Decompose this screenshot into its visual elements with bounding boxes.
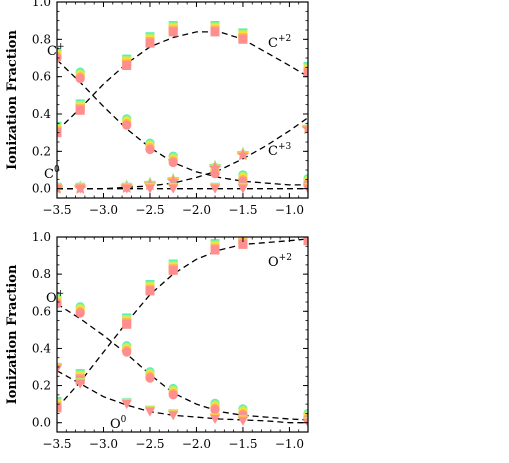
- marker-circle-5: [210, 405, 220, 415]
- species-base: O: [46, 291, 57, 306]
- marker-triangle-4: [168, 411, 179, 421]
- x-tick-label: −3.5: [42, 203, 71, 217]
- species-charge: 0: [54, 165, 60, 175]
- marker-star-5: [208, 161, 222, 174]
- x-tick-label: −1.5: [228, 203, 257, 217]
- model-curve-2: [57, 370, 308, 424]
- marker-triangle-5: [210, 415, 221, 424]
- marker-circle-1: [75, 73, 85, 84]
- x-tick-label: −1.5: [228, 437, 257, 451]
- species-label: O0: [110, 415, 127, 432]
- species-label: C+2: [268, 34, 291, 51]
- x-tick-label: −3.0: [89, 203, 118, 217]
- species-base: C: [47, 44, 57, 59]
- marker-triangle-1: [75, 184, 86, 194]
- marker-triangle-6: [237, 184, 248, 194]
- x-tick-label: −2.0: [182, 203, 211, 217]
- marker-triangle-3: [144, 407, 155, 417]
- marker-square-7: [303, 68, 308, 78]
- x-tick-label: −3.5: [42, 437, 71, 451]
- marker-square-5: [210, 245, 220, 255]
- marker-square-2: [122, 319, 132, 329]
- x-tick-label: −1.0: [275, 437, 304, 451]
- species-charge: +2: [278, 34, 291, 44]
- species-base: O: [110, 417, 121, 432]
- marker-square-7: [303, 237, 308, 246]
- species-charge: +2: [279, 253, 292, 263]
- axes-frame: [56, 1, 309, 199]
- top-panel-carbon: −3.5 −3.0 −2.5 −2.0 −1.5 −1.0 0.0 0.2 0.4 0.6 0.8 1…: [5, 0, 309, 217]
- y-tick-label: 0.4: [32, 107, 51, 121]
- species-base: C: [268, 144, 278, 159]
- marker-circle-3: [145, 373, 155, 383]
- y-axis-label: Ionization Fraction: [5, 264, 20, 404]
- plot-area: [57, 21, 308, 194]
- marker-circle-2: [122, 120, 132, 130]
- marker-square-4: [168, 265, 178, 275]
- y-tick-label: 0.0: [32, 416, 51, 430]
- species-charge: +: [57, 42, 65, 52]
- y-tick-label: 0.2: [32, 379, 51, 393]
- marker-triangle-5: [210, 184, 221, 194]
- marker-circle-4: [168, 390, 178, 400]
- marker-circle-2: [122, 347, 132, 357]
- species-label: C+: [47, 42, 65, 59]
- species-label: C+3: [268, 142, 291, 159]
- species-base: C: [44, 167, 54, 182]
- y-tick-label: 0.4: [32, 341, 51, 355]
- model-curve-0: [57, 59, 308, 186]
- marker-circle-4: [168, 157, 178, 168]
- species-base: C: [268, 36, 278, 51]
- model-curve-0: [57, 303, 308, 421]
- model-curve-2: [57, 117, 308, 190]
- marker-circle-1: [75, 308, 85, 318]
- marker-square-0: [57, 403, 62, 413]
- x-tick-label: −2.5: [135, 203, 164, 217]
- y-tick-label: 1.0: [32, 0, 51, 9]
- x-tick-label: −2.5: [135, 437, 164, 451]
- species-charge: +: [57, 289, 65, 299]
- species-charge: +3: [278, 142, 292, 152]
- y-tick-label: 0.6: [32, 70, 51, 84]
- species-label: O+2: [268, 253, 292, 270]
- y-tick-label: 0.0: [32, 182, 51, 196]
- model-curve-1: [57, 31, 308, 132]
- marker-square-6: [238, 239, 248, 249]
- marker-square-2: [122, 61, 132, 70]
- marker-square-3: [145, 38, 155, 48]
- marker-triangle-3: [144, 184, 155, 194]
- model-curve-1: [57, 238, 308, 409]
- y-tick-label: 0.8: [32, 267, 51, 281]
- marker-triangle-4: [168, 184, 179, 194]
- bottom-panel-oxygen: −3.5 −3.0 −2.5 −2.0 −1.5 −1.0 0.0 0.2 0.4 0.6 0.8 1…: [5, 230, 309, 451]
- species-label: O+: [46, 289, 64, 306]
- marker-triangle-6: [237, 416, 248, 426]
- marker-square-5: [210, 27, 220, 37]
- marker-square-6: [238, 34, 248, 44]
- marker-star-7: [301, 122, 308, 135]
- marker-square-4: [168, 27, 178, 37]
- y-tick-label: 1.0: [32, 230, 51, 244]
- species-label: C0: [44, 165, 60, 182]
- axes-frame: [56, 236, 309, 433]
- marker-triangle-2: [121, 400, 132, 410]
- x-tick-label: −1.0: [275, 203, 304, 217]
- marker-star-6: [236, 148, 250, 161]
- species-charge: 0: [121, 415, 127, 425]
- marker-square-1: [75, 105, 85, 115]
- x-tick-label: −2.0: [182, 437, 211, 451]
- marker-circle-3: [145, 144, 155, 155]
- y-axis-label: Ionization Fraction: [5, 30, 20, 170]
- y-tick-label: 0.8: [32, 32, 51, 46]
- marker-square-3: [145, 286, 155, 296]
- species-base: O: [268, 255, 279, 270]
- y-tick-label: 0.2: [32, 144, 51, 158]
- x-tick-label: −3.0: [89, 437, 118, 451]
- marker-triangle-1: [75, 379, 86, 389]
- y-tick-label: 0.6: [32, 304, 51, 318]
- marker-triangle-2: [121, 184, 132, 194]
